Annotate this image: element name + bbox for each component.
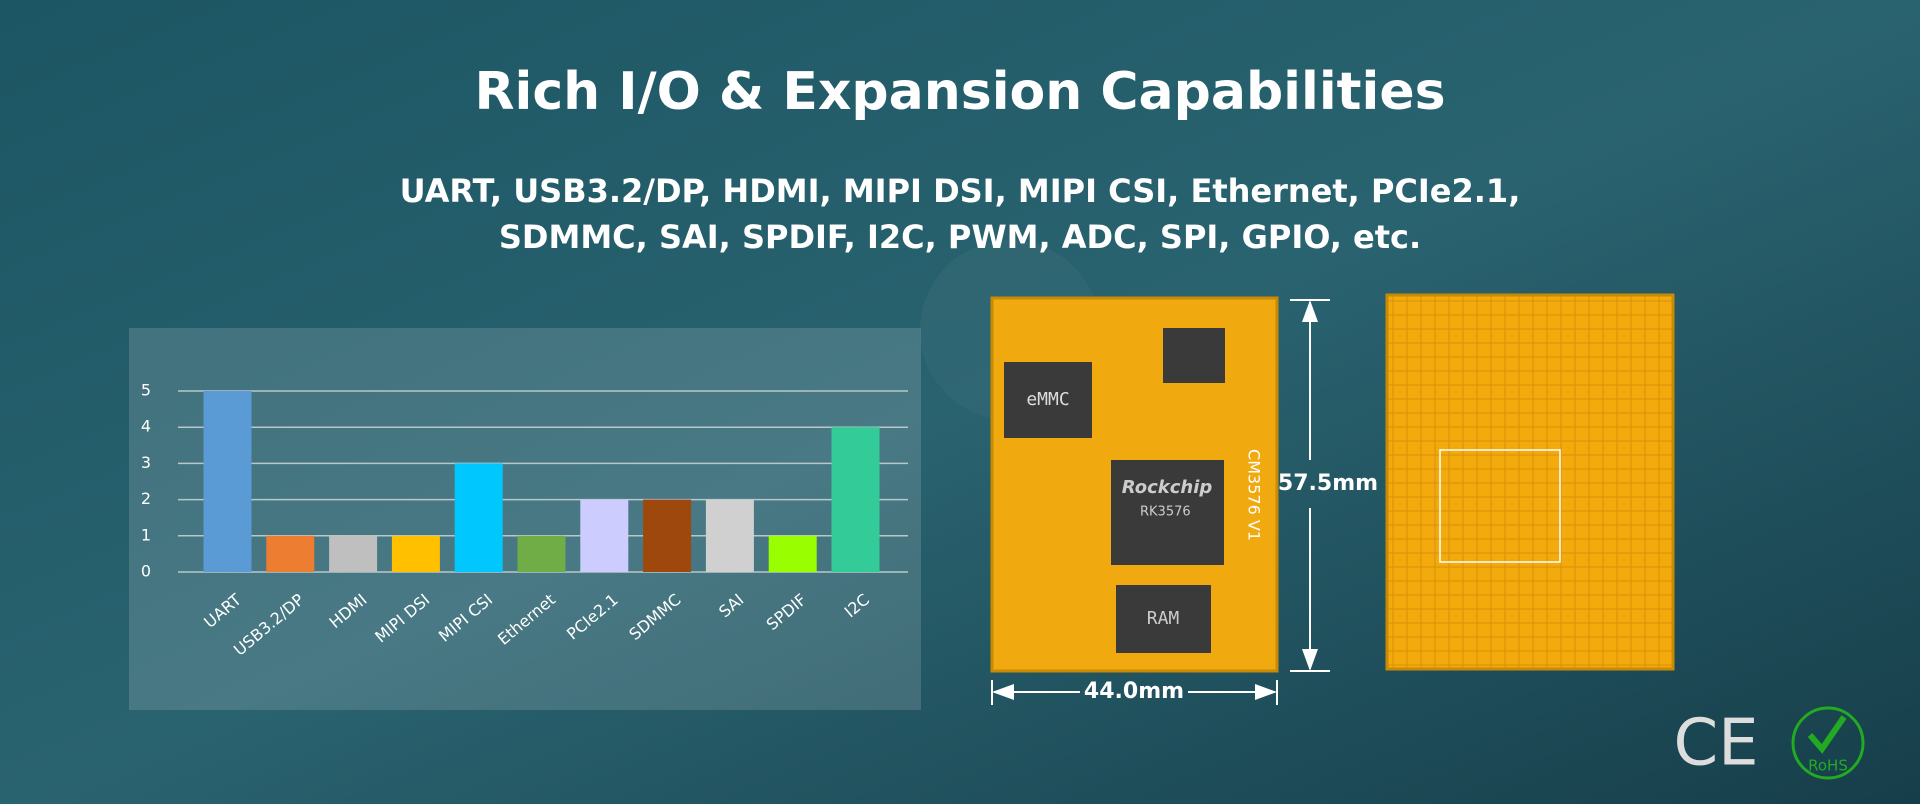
ce-mark: CE [1673,707,1758,781]
board-back [1385,293,1675,671]
dimension-label: 44.0mm [1084,679,1184,704]
chip-label: RK3576 [1140,505,1191,520]
board-label: CM3576 V1 [1245,449,1264,541]
y-tick-label: 3 [141,453,151,472]
bar [580,499,629,572]
rohs-check [1807,715,1847,754]
rohs-label: RoHS [1808,757,1848,775]
board-outline [1439,449,1561,563]
bar [705,499,754,572]
subtitle: UART, USB3.2/DP, HDMI, MIPI DSI, MIPI CS… [400,172,1521,210]
bar [329,535,378,572]
dimension-label: 57.5mm [1278,471,1378,496]
chip-label: Rockchip [1122,477,1213,498]
bar [266,535,315,572]
chip [1111,460,1224,565]
dimension-lines [991,299,1330,705]
chip [1163,328,1225,383]
chip-label: RAM [1147,608,1180,629]
bar [643,499,692,572]
y-tick-label: 0 [141,562,151,581]
bar [454,463,503,572]
bar [768,535,817,572]
y-tick-label: 5 [141,381,151,400]
rohs-circle [1791,706,1865,780]
chip [1116,585,1211,653]
chip-label: eMMC [1026,389,1069,410]
subtitle: SDMMC, SAI, SPDIF, I2C, PWM, ADC, SPI, G… [499,218,1421,256]
chip [1004,362,1092,438]
y-tick-label: 1 [141,525,151,544]
y-tick-label: 2 [141,489,151,508]
y-tick-label: 4 [141,417,151,436]
bar [517,535,566,572]
bar [391,535,440,572]
title: Rich I/O & Expansion Capabilities [474,62,1445,122]
bar [203,391,252,572]
bar [831,427,880,572]
